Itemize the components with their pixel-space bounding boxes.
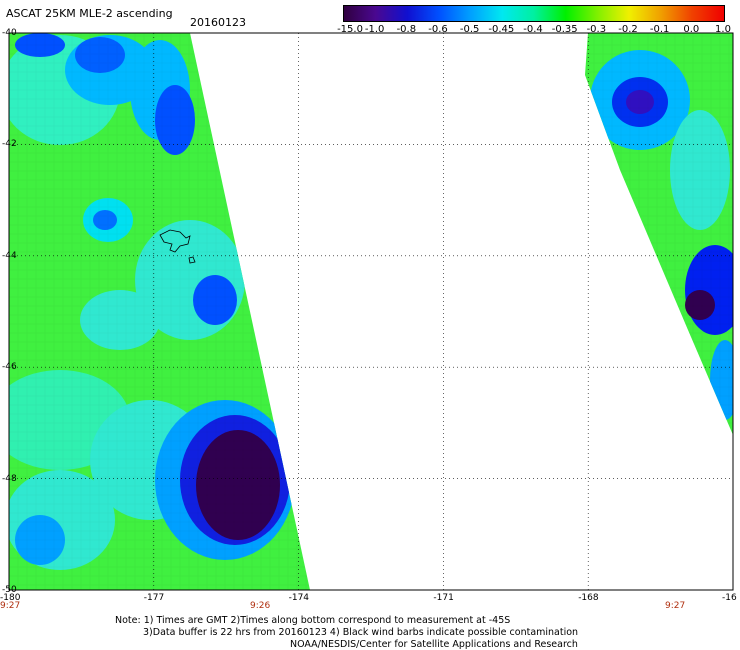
colorbar-tick-label: -0.8 bbox=[396, 24, 417, 35]
lon-label: -16 bbox=[722, 593, 737, 603]
colorbar-tick-label: -0.35 bbox=[551, 24, 578, 35]
colorbar-tick-label: -0.4 bbox=[523, 24, 543, 35]
colorbar-tick-label: -0.45 bbox=[488, 24, 515, 35]
note-line-3: NOAA/NESDIS/Center for Satellite Applica… bbox=[290, 639, 578, 650]
colorbar-tick-label: -0.5 bbox=[459, 24, 480, 35]
coastline-outline bbox=[159, 229, 196, 264]
colorbar-tick-label: 1.0 bbox=[715, 24, 731, 35]
lon-label: -174 bbox=[288, 593, 310, 603]
lon-label: -168 bbox=[578, 593, 599, 603]
lat-label: -48 bbox=[2, 473, 17, 484]
colorbar-tick-labels: -15.0 -1.0 -0.8 -0.6 -0.5 -0.45 -0.4 -0.35 -0.3-… bbox=[0, 24, 740, 38]
colorbar-tick-label: -0.1 bbox=[649, 24, 670, 35]
lon-label: -171 bbox=[433, 593, 454, 603]
colorbar-tick-label: -0.6 bbox=[428, 24, 448, 35]
lat-label: -50 bbox=[2, 585, 17, 595]
colorbar-tick-label: -0.3 bbox=[586, 24, 607, 35]
lat-label: -46 bbox=[2, 362, 17, 373]
product-title: ASCAT 25KM MLE-2 ascending bbox=[6, 7, 173, 20]
map-frame bbox=[8, 32, 734, 591]
lon-label: -180 bbox=[0, 593, 21, 603]
lat-label: -42 bbox=[2, 139, 17, 150]
lat-label: -40 bbox=[2, 28, 17, 38]
lon-label: -177 bbox=[143, 593, 165, 603]
swath-time-label: 9:26 bbox=[250, 601, 271, 611]
colorbar bbox=[343, 5, 725, 22]
colorbar-tick-label: 0.0 bbox=[683, 24, 700, 35]
lat-label: -44 bbox=[2, 250, 17, 261]
swath-map bbox=[8, 32, 734, 591]
product-date: 20160123 bbox=[190, 16, 246, 29]
colorbar-tick-label: -1.0 bbox=[364, 24, 385, 35]
swath-time-label: 9:27 bbox=[665, 601, 686, 611]
swath-time-label: 9:27 bbox=[0, 601, 21, 611]
colorbar-tick-label: -0.2 bbox=[618, 24, 638, 35]
note-line-2: 3)Data buffer is 22 hrs from 20160123 4)… bbox=[143, 627, 579, 638]
note-line-1: Note: 1) Times are GMT 2)Times along bot… bbox=[115, 615, 511, 626]
colorbar-tick-label: -15.0 bbox=[337, 24, 363, 35]
